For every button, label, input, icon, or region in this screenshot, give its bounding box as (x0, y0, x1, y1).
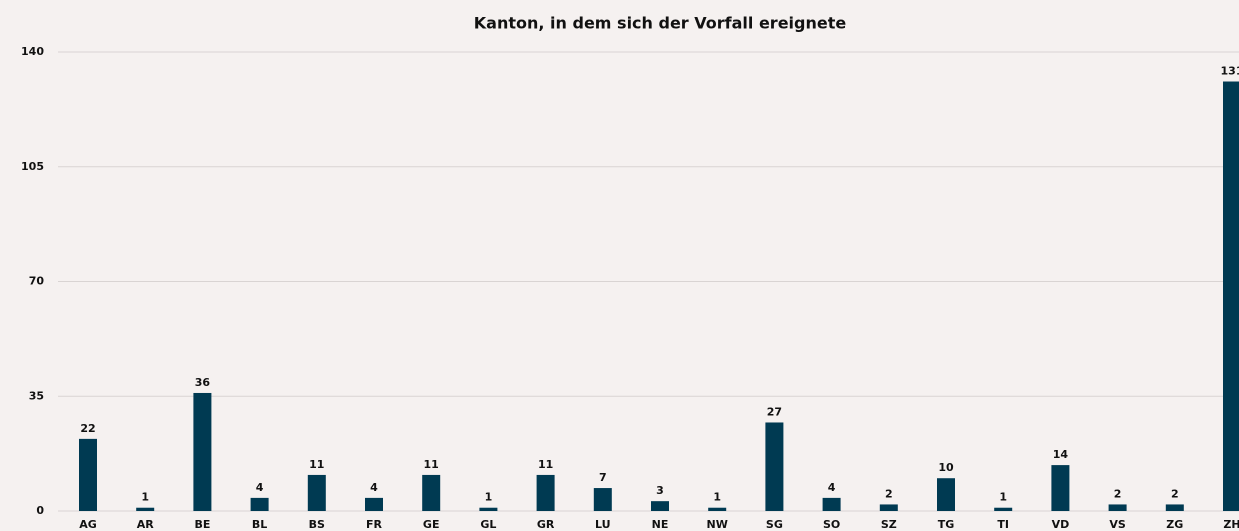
data-label: 4 (370, 481, 378, 494)
x-tick-label: VD (1052, 518, 1070, 531)
y-tick-label: 0 (36, 504, 44, 517)
x-tick-label: BE (194, 518, 210, 531)
x-tick-label: NE (652, 518, 669, 531)
data-label: 11 (309, 458, 324, 471)
bar (822, 497, 841, 511)
x-tick-label: SG (766, 518, 783, 531)
bar (937, 478, 955, 511)
chart-title: Kanton, in dem sich der Vorfall ereignet… (474, 14, 847, 33)
data-label: 1 (141, 491, 149, 504)
bar (136, 507, 155, 511)
data-label: 14 (1053, 448, 1069, 461)
bar (536, 474, 555, 511)
x-tick-label: BL (252, 518, 267, 531)
x-tick-label: FR (366, 518, 383, 531)
bar (1051, 465, 1070, 511)
y-tick-label: 105 (21, 160, 44, 173)
x-tick-label: AR (137, 518, 155, 531)
bar (879, 504, 898, 511)
bar (250, 497, 269, 511)
data-label: 4 (828, 481, 836, 494)
data-label: 2 (1171, 487, 1179, 500)
bar (994, 507, 1013, 511)
data-label: 2 (885, 487, 893, 500)
y-tick-label: 140 (21, 45, 44, 58)
bar (1108, 504, 1127, 511)
data-label: 7 (599, 471, 607, 484)
x-tick-label: SZ (881, 518, 897, 531)
data-label: 1 (713, 491, 721, 504)
data-label: 3 (656, 484, 664, 497)
x-tick-label: ZG (1166, 518, 1183, 531)
bar (765, 422, 784, 511)
data-label: 11 (424, 458, 439, 471)
data-label: 2 (1114, 487, 1122, 500)
bar (1165, 504, 1184, 511)
data-label: 36 (195, 376, 211, 389)
data-label: 27 (767, 405, 782, 418)
x-tick-label: SO (823, 518, 840, 531)
y-tick-label: 70 (29, 275, 45, 288)
bar (365, 497, 383, 511)
data-label: 11 (538, 458, 553, 471)
data-label: 4 (256, 481, 264, 494)
x-tick-label: ZH (1223, 518, 1239, 531)
x-tick-label: LU (595, 518, 611, 531)
x-tick-label: NW (707, 518, 728, 531)
bar (1223, 81, 1239, 511)
x-tick-label: VS (1109, 518, 1126, 531)
bar (79, 438, 97, 511)
bar (593, 488, 612, 511)
data-label: 1 (999, 491, 1007, 504)
bar (193, 392, 212, 511)
data-label: 22 (80, 422, 95, 435)
data-label: 1 (485, 491, 493, 504)
bar (307, 474, 326, 511)
x-tick-label: GR (537, 518, 555, 531)
x-tick-label: GL (480, 518, 496, 531)
x-tick-label: BS (309, 518, 325, 531)
data-label: 131 (1221, 65, 1239, 78)
x-tick-label: TI (997, 518, 1009, 531)
bar (651, 501, 669, 511)
bar (422, 474, 441, 511)
x-tick-label: AG (79, 518, 97, 531)
x-tick-label: TG (938, 518, 955, 531)
bar (479, 507, 498, 511)
y-tick-label: 35 (29, 389, 44, 402)
bar (708, 507, 727, 511)
data-label: 10 (938, 461, 954, 474)
x-tick-label: GE (423, 518, 440, 531)
